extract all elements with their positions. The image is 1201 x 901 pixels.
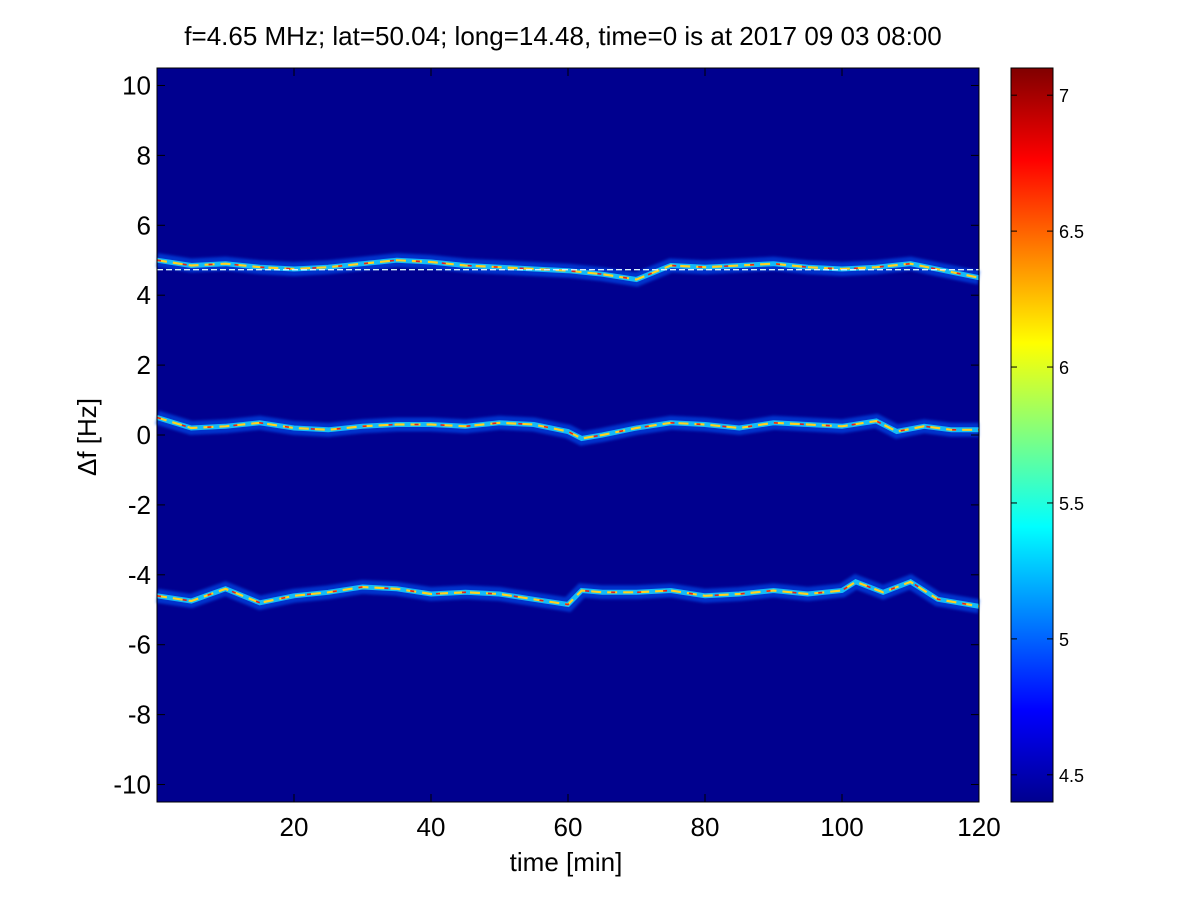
y-tick-label: -10: [113, 770, 151, 800]
y-tick-label: 6: [137, 210, 151, 240]
colorbar-tick-label: 6: [1059, 358, 1069, 378]
y-axis: -10 -8 -6 -4 -2 0 2 4 6 8 10: [113, 70, 979, 800]
y-tick-label: -4: [128, 560, 151, 590]
y-tick-label: 2: [137, 350, 151, 380]
colorbar-tick-label: 7: [1059, 86, 1069, 106]
x-axis: 20 40 60 80 100 120: [280, 68, 1001, 842]
x-tick-label: 80: [691, 812, 720, 842]
trace-core: [156, 416, 979, 440]
colorbar-ticks: 4.5 5 5.5 6 6.5 7: [1011, 86, 1084, 786]
spectral-traces: [154, 253, 981, 614]
x-tick-label: 20: [280, 812, 309, 842]
x-axis-label: time [min]: [510, 847, 623, 877]
colorbar: [1010, 67, 1054, 803]
y-axis-label: Δf [Hz]: [72, 398, 102, 476]
y-tick-label: 10: [122, 70, 151, 100]
chart-title: f=4.65 MHz; lat=50.04; long=14.48, time=…: [184, 21, 941, 51]
trace-core: [156, 580, 980, 608]
colorbar-tick-label: 4.5: [1059, 766, 1084, 786]
x-tick-label: 100: [820, 812, 863, 842]
y-tick-label: 4: [137, 280, 151, 310]
y-tick-label: 8: [137, 140, 151, 170]
colorbar-tick-label: 5.5: [1059, 494, 1084, 514]
y-tick-label: 0: [137, 420, 151, 450]
y-tick-label: -6: [128, 630, 151, 660]
y-tick-label: -8: [128, 700, 151, 730]
colorbar-tick-label: 6.5: [1059, 222, 1084, 242]
colorbar-tick-label: 5: [1059, 630, 1069, 650]
y-tick-label: -2: [128, 490, 151, 520]
x-tick-label: 60: [554, 812, 583, 842]
x-tick-label: 120: [957, 812, 1000, 842]
x-tick-label: 40: [417, 812, 446, 842]
